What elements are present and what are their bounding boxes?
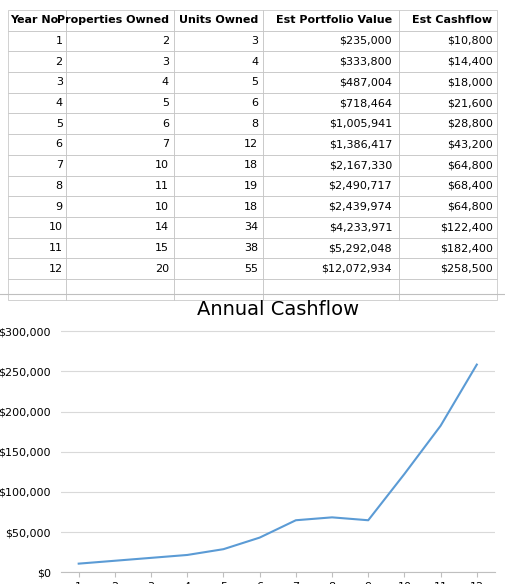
Title: Annual Cashflow: Annual Cashflow (196, 300, 359, 319)
